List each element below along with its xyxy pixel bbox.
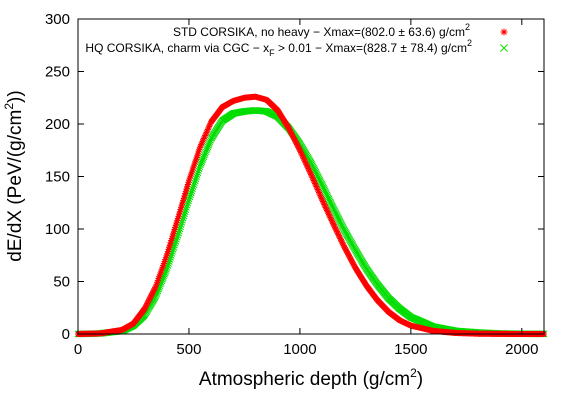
x-tick-label: 1000 <box>283 341 316 358</box>
legend-markers <box>500 28 508 52</box>
x-tick-label: 0 <box>74 341 82 358</box>
legend: STD CORSIKA, no heavy − Xmax=(802.0 ± 63… <box>85 22 508 58</box>
x-axis-title: Atmospheric depth (g/cm2) <box>199 366 423 390</box>
y-tick-label: 200 <box>45 116 70 133</box>
tick-labels: 0 500 1000 1500 2000 0 50 100 150 200 250 300 <box>45 11 539 358</box>
y-tick-label: 0 <box>62 326 70 343</box>
y-tick-label: 50 <box>53 274 70 291</box>
legend-entry-std: STD CORSIKA, no heavy − Xmax=(802.0 ± 63… <box>173 22 470 39</box>
y-tick-label: 300 <box>45 11 70 28</box>
y-tick-label: 250 <box>45 64 70 81</box>
x-tick-label: 500 <box>176 341 201 358</box>
legend-entry-hq: HQ CORSIKA, charm via CGC − xF > 0.01 − … <box>85 38 472 58</box>
y-tick-label: 100 <box>45 221 70 238</box>
axis-ticks <box>77 18 544 335</box>
legend-marker-std <box>500 28 508 36</box>
y-axis-title: dE/dX (PeV/(g/cm2)) <box>2 90 26 261</box>
y-tick-label: 150 <box>45 169 70 186</box>
plot-curves <box>74 93 548 338</box>
legend-marker-hq <box>500 44 508 52</box>
x-tick-label: 2000 <box>505 341 538 358</box>
series-std-corsika <box>75 93 547 337</box>
x-tick-label: 1500 <box>394 341 427 358</box>
